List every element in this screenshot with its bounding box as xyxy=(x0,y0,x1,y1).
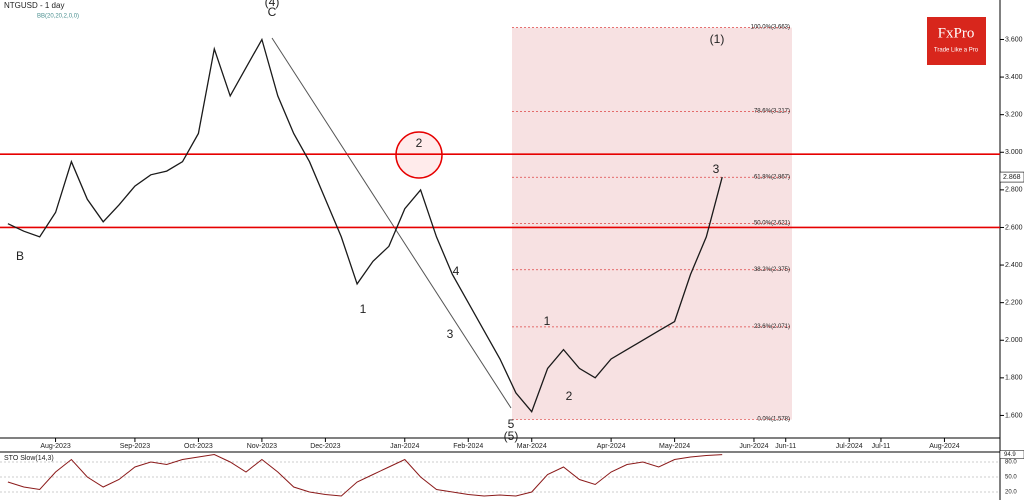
highlight-circle xyxy=(395,131,443,179)
wave-label: 1 xyxy=(360,302,367,316)
x-tick-label: Aug-2023 xyxy=(40,443,70,450)
logo-name: FxPro xyxy=(938,25,975,41)
wave-label: B xyxy=(16,249,24,263)
wave-label: (1) xyxy=(710,32,725,46)
y-tick-label: 3.400 xyxy=(1005,74,1023,81)
y-tick-label: 80.0 xyxy=(1005,460,1017,466)
indicator-label: BB(20,20,2,0,0) xyxy=(37,14,79,20)
y-tick-label: 2.800 xyxy=(1005,187,1023,194)
fib-label: 61.8%(2.867) xyxy=(754,174,790,180)
stoch-tag-box xyxy=(999,450,1024,459)
y-tick-label: 20.0 xyxy=(1005,490,1017,496)
y-tick-label: 50.0 xyxy=(1005,475,1017,481)
wave-label: 2 xyxy=(416,136,423,150)
x-tick-label: Dec-2023 xyxy=(310,443,340,450)
trend-line xyxy=(271,37,512,409)
y-tick-label: 3.000 xyxy=(1005,149,1023,156)
y-tick-label: 2.600 xyxy=(1005,224,1023,231)
x-tick-label: Apr-2024 xyxy=(597,443,626,450)
price-tag-box xyxy=(999,171,1024,183)
y-tick-label: 2.400 xyxy=(1005,262,1023,269)
price-tag: 2.868 xyxy=(1003,174,1021,181)
x-tick-label: Jun-11 xyxy=(775,443,796,450)
wave-label: 1 xyxy=(544,314,551,328)
x-tick-label: Feb-2024 xyxy=(453,443,483,450)
wave-label: C xyxy=(268,5,277,19)
fib-label: 38.2%(2.375) xyxy=(754,267,790,273)
y-tick-label: 3.600 xyxy=(1005,36,1023,43)
fib-label: 78.6%(3.217) xyxy=(754,109,790,115)
logo xyxy=(927,17,986,65)
fib-label: 23.6%(2.071) xyxy=(754,324,790,330)
x-tick-label: Sep-2023 xyxy=(120,443,150,450)
y-tick-label: 1.800 xyxy=(1005,375,1023,382)
chart-title: NTGUSD - 1 day xyxy=(4,1,64,10)
x-tick-label: Aug-2024 xyxy=(929,443,959,450)
logo-tagline: Trade Like a Pro xyxy=(934,48,979,54)
wave-label: (4) xyxy=(265,0,280,9)
stochastic-line xyxy=(7,453,723,497)
price-line xyxy=(7,37,723,413)
indicator-title: STO Slow(14,3) xyxy=(4,455,54,462)
y-tick-label: 1.600 xyxy=(1005,412,1023,419)
wave-label: 4 xyxy=(453,264,460,278)
wave-label: 3 xyxy=(713,162,720,176)
x-tick-label: May-2024 xyxy=(659,443,690,450)
x-tick-label: Jan-2024 xyxy=(390,443,419,450)
wave-label: 5 xyxy=(508,417,515,431)
x-tick-label: Jun-2024 xyxy=(739,443,768,450)
fib-label: 100.0%(3.663) xyxy=(751,25,790,31)
y-tick-label: 3.200 xyxy=(1005,112,1023,119)
x-tick-label: Jul-11 xyxy=(872,443,891,450)
fib-label: 0.0%(1.578) xyxy=(757,417,790,423)
wave-label: 3 xyxy=(447,327,454,341)
y-tick-label: 2.000 xyxy=(1005,337,1023,344)
x-tick-label: Jul-2024 xyxy=(836,443,863,450)
wave-label: (5) xyxy=(504,429,519,443)
x-tick-label: Mar-2024 xyxy=(517,443,547,450)
wave-label: 2 xyxy=(566,389,573,403)
y-tick-label: 2.200 xyxy=(1005,299,1023,306)
stoch-tag: 94.9 xyxy=(1004,452,1016,458)
x-tick-label: Nov-2023 xyxy=(247,443,277,450)
fib-label: 50.0%(2.621) xyxy=(754,221,790,227)
x-tick-label: Oct-2023 xyxy=(184,443,213,450)
